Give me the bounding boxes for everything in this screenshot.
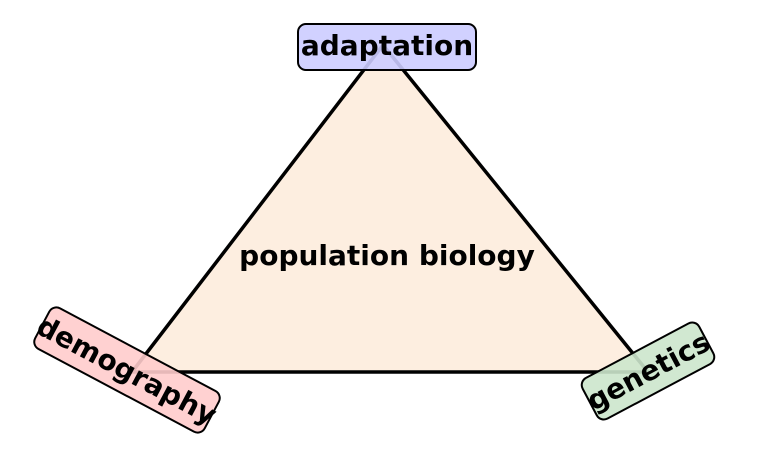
center-label: population biology — [239, 239, 535, 272]
triangle-shape — [130, 43, 650, 374]
node-adaptation-box — [297, 23, 477, 71]
node-adaptation: adaptation — [297, 23, 477, 71]
node-adaptation-label: adaptation — [301, 29, 473, 62]
node-demography-box — [33, 306, 221, 434]
node-genetics-box — [580, 321, 716, 421]
